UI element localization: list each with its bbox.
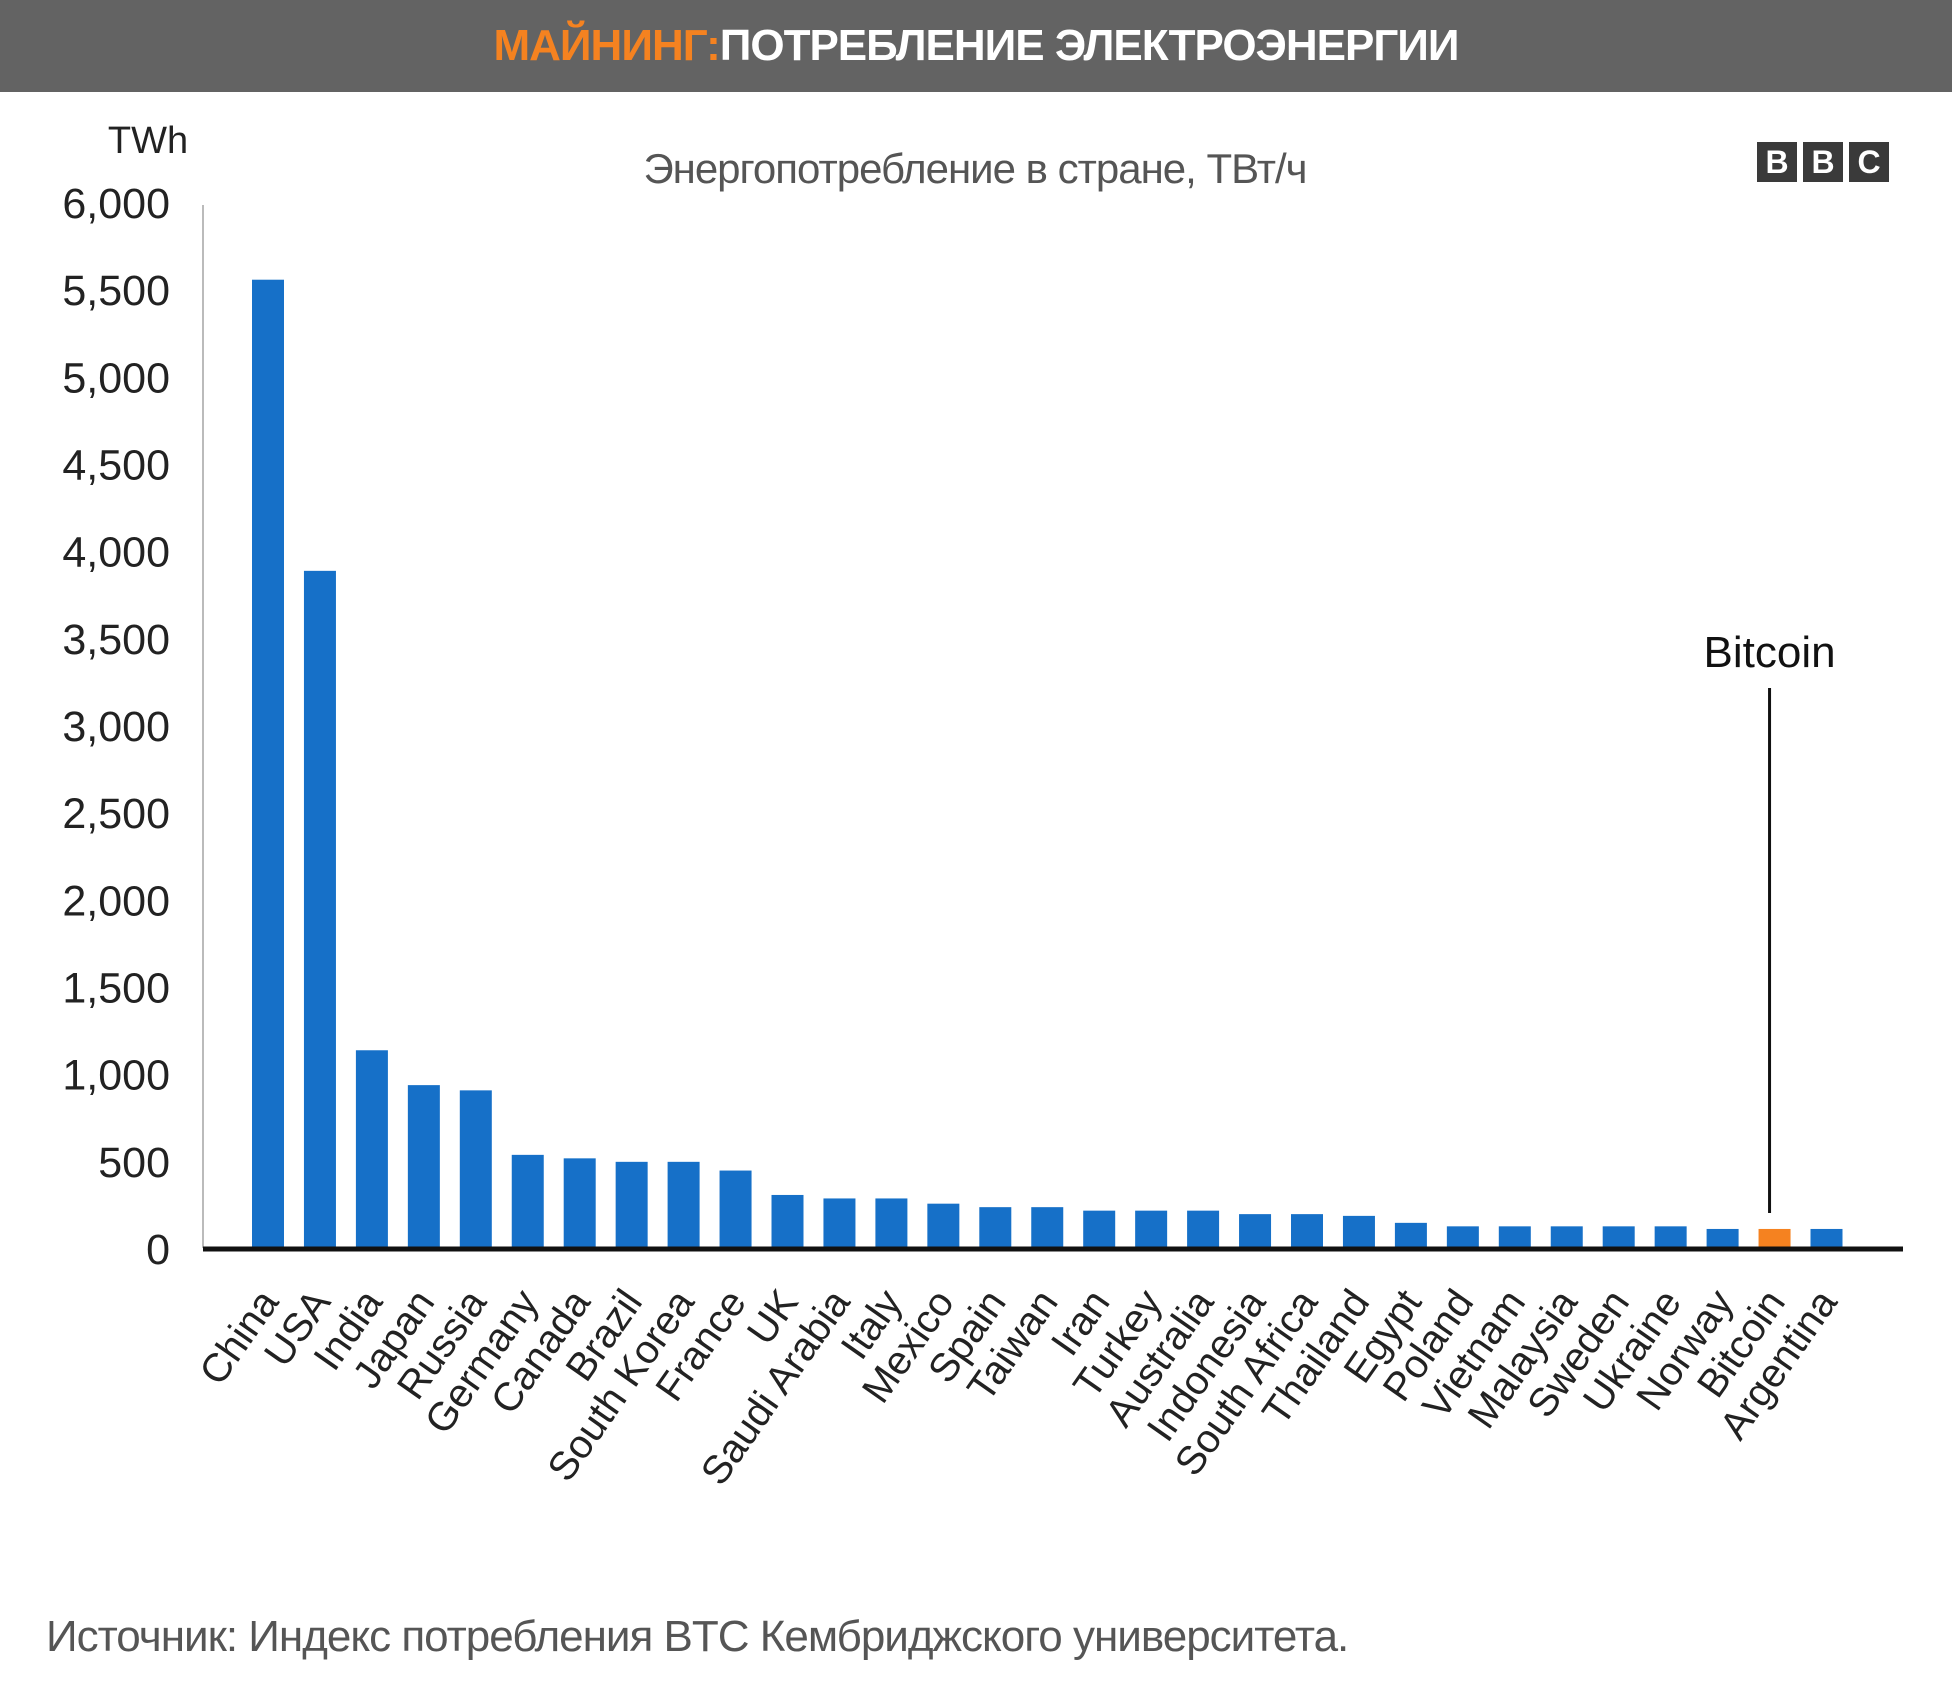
bbc-logo-letter: B	[1803, 142, 1843, 182]
bars-group	[252, 279, 1843, 1249]
bar-ukraine	[1654, 1226, 1687, 1249]
x-axis-labels: ChinaUSAIndiaJapanRussiaGermanyCanadaBra…	[191, 1281, 1846, 1493]
header-banner: МАЙНИНГ: ПОТРЕБЛЕНИЕ ЭЛЕКТРОЭНЕРГИИ	[0, 0, 1952, 92]
y-axis-label: TWh	[108, 120, 188, 162]
bar-spain	[979, 1207, 1012, 1249]
bar-italy	[875, 1198, 908, 1249]
bar-vietnam	[1498, 1226, 1531, 1249]
bar-south-korea	[667, 1161, 700, 1249]
bar-russia	[459, 1090, 492, 1249]
bbc-logo: B B C	[1757, 142, 1889, 182]
bar-india	[355, 1050, 388, 1249]
annotation-label: Bitcoin	[1704, 628, 1836, 677]
y-tick-label: 1,500	[62, 965, 170, 1013]
bar-australia	[1187, 1210, 1220, 1249]
y-tick-label: 500	[98, 1139, 170, 1187]
bar-thailand	[1342, 1215, 1375, 1249]
bar-chart: Энергопотребление в стране, ТВт/ч TWh 0 5…	[62, 120, 1903, 1493]
bar-poland	[1446, 1226, 1479, 1249]
bar-brazil	[615, 1161, 648, 1249]
bar-usa	[303, 570, 336, 1249]
bar-egypt	[1394, 1222, 1427, 1249]
bar-iran	[1083, 1210, 1116, 1249]
bar-bitcoin	[1758, 1228, 1791, 1249]
bar-uk	[771, 1194, 804, 1249]
bar-china	[252, 279, 284, 1249]
bar-sweden	[1602, 1226, 1635, 1249]
y-tick-label: 5,000	[62, 354, 170, 402]
bar-japan	[407, 1085, 440, 1249]
y-tick-label: 4,500	[62, 442, 170, 490]
source-note: Источник: Индекс потребления BTC Кембрид…	[46, 1612, 1349, 1661]
bbc-logo-letter: B	[1757, 142, 1797, 182]
bbc-logo-letter: C	[1849, 142, 1889, 182]
bar-turkey	[1135, 1210, 1168, 1249]
y-tick-label: 3,500	[62, 616, 170, 664]
bar-south-africa	[1291, 1214, 1323, 1249]
bar-taiwan	[1031, 1207, 1064, 1249]
bar-norway	[1706, 1228, 1739, 1249]
bar-mexico	[927, 1203, 960, 1249]
y-tick-label: 5,500	[62, 267, 170, 315]
y-axis-ticks: 0 500 1,000 1,500 2,000 2,500 3,000 3,500 4,000 4…	[62, 180, 170, 1274]
bar-argentina	[1810, 1228, 1843, 1249]
bar-malaysia	[1550, 1226, 1583, 1249]
bar-indonesia	[1239, 1214, 1272, 1249]
bar-canada	[563, 1158, 596, 1249]
y-tick-label: 3,000	[62, 703, 170, 751]
y-tick-label: 0	[146, 1226, 170, 1274]
bar-france	[719, 1170, 752, 1249]
y-tick-label: 2,500	[62, 790, 170, 838]
bitcoin-annotation: Bitcoin	[1704, 628, 1836, 1213]
y-tick-label: 4,000	[62, 529, 170, 577]
chart-title: Энергопотребление в стране, ТВт/ч	[643, 145, 1306, 192]
y-tick-label: 6,000	[62, 180, 170, 228]
bar-saudi-arabia	[823, 1198, 856, 1249]
y-tick-label: 2,000	[62, 877, 170, 925]
bar-germany	[511, 1154, 544, 1249]
y-tick-label: 1,000	[62, 1052, 170, 1100]
header-title-accent: МАЙНИНГ:	[493, 21, 720, 70]
header-title-main: ПОТРЕБЛЕНИЕ ЭЛЕКТРОЭНЕРГИИ	[719, 21, 1460, 70]
